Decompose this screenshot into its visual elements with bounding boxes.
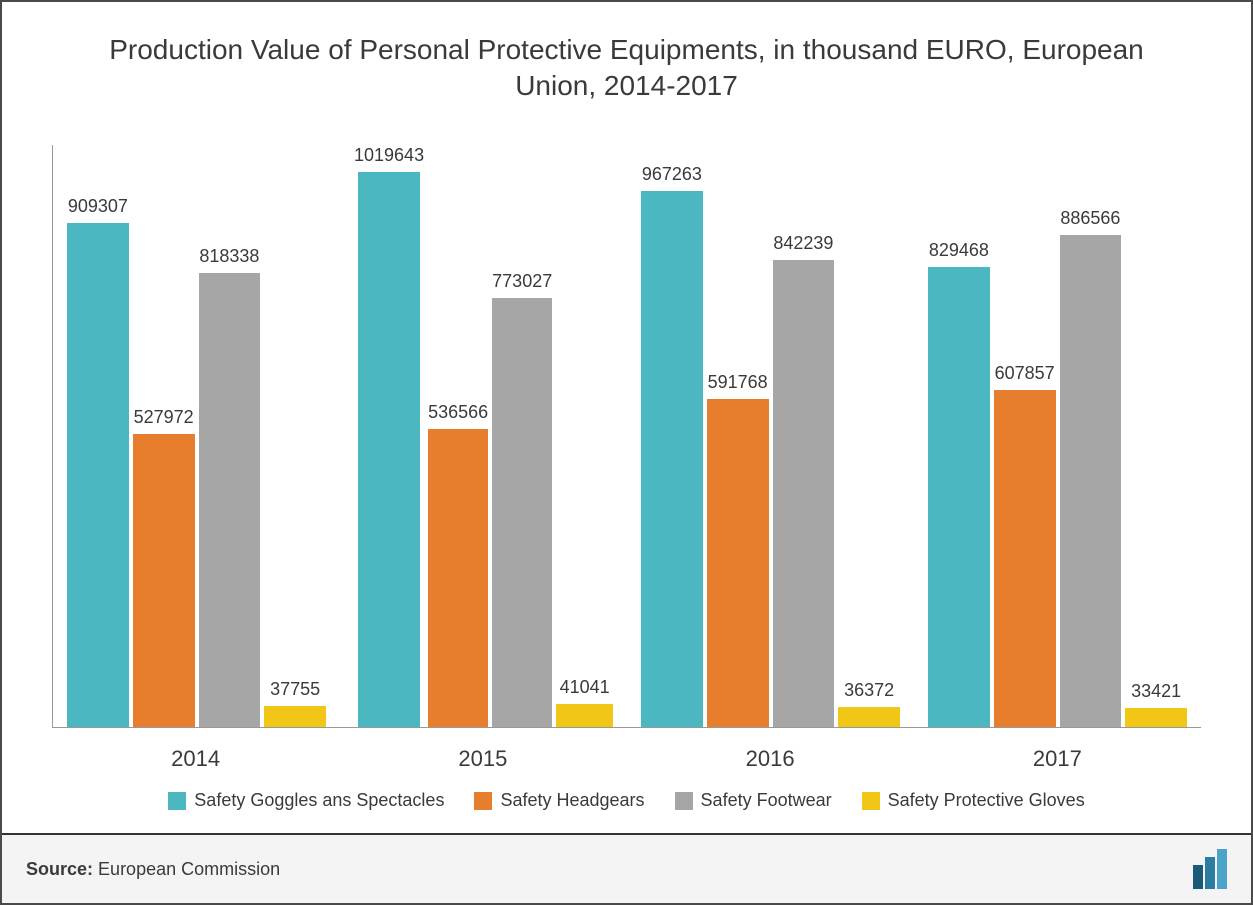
bar-value-label: 886566 (1060, 208, 1120, 229)
legend: Safety Goggles ans Spectacles Safety Head… (42, 772, 1211, 823)
source-label: Source: (26, 859, 93, 879)
bar (1125, 708, 1187, 727)
year-group: 829468 607857 886566 33421 (914, 145, 1201, 727)
source-value: European Commission (98, 859, 280, 879)
bar-wrap: 886566 (1060, 145, 1122, 727)
bar (556, 704, 613, 727)
bar (428, 429, 488, 727)
year-group: 909307 527972 818338 37755 (53, 145, 340, 727)
legend-item: Safety Goggles ans Spectacles (168, 790, 444, 811)
legend-label: Safety Goggles ans Spectacles (194, 790, 444, 811)
legend-label: Safety Headgears (500, 790, 644, 811)
legend-item: Safety Headgears (474, 790, 644, 811)
bar-value-label: 773027 (492, 271, 552, 292)
bar-value-label: 818338 (199, 246, 259, 267)
bar-value-label: 1019643 (354, 145, 424, 166)
bar-value-label: 536566 (428, 402, 488, 423)
bar-wrap: 527972 (133, 145, 195, 727)
chart-container: Production Value of Personal Protective … (2, 2, 1251, 833)
bar (1060, 235, 1122, 727)
bar-value-label: 967263 (642, 164, 702, 185)
plot-area: 909307 527972 818338 37755 1019643 536566 7730… (52, 145, 1201, 728)
x-axis-label: 2014 (52, 728, 339, 772)
bar-wrap: 607857 (994, 145, 1056, 727)
bar-wrap: 37755 (264, 145, 326, 727)
bar-wrap: 842239 (773, 145, 835, 727)
bar (641, 191, 703, 727)
bar (994, 390, 1056, 727)
bar (838, 707, 900, 727)
bar-wrap: 36372 (838, 145, 900, 727)
chart-title: Production Value of Personal Protective … (42, 32, 1211, 105)
x-axis-label: 2016 (627, 728, 914, 772)
legend-label: Safety Footwear (701, 790, 832, 811)
footer: Source: European Commission (2, 833, 1251, 903)
bar-wrap: 909307 (67, 145, 129, 727)
bar-wrap: 773027 (492, 145, 552, 727)
bar-value-label: 842239 (773, 233, 833, 254)
bar-value-label: 33421 (1131, 681, 1181, 702)
year-group: 1019643 536566 773027 41041 (340, 145, 627, 727)
bar (358, 172, 420, 727)
legend-label: Safety Protective Gloves (888, 790, 1085, 811)
legend-item: Safety Protective Gloves (862, 790, 1085, 811)
logo-bar (1193, 865, 1203, 889)
bar-value-label: 607857 (995, 363, 1055, 384)
bar (492, 298, 552, 727)
bar-value-label: 41041 (560, 677, 610, 698)
bar (707, 399, 769, 727)
bar-wrap: 536566 (428, 145, 488, 727)
legend-swatch (862, 792, 880, 810)
bar (199, 273, 261, 727)
bar-value-label: 37755 (270, 679, 320, 700)
x-axis-label: 2017 (914, 728, 1201, 772)
bar-wrap: 829468 (928, 145, 990, 727)
bar-wrap: 967263 (641, 145, 703, 727)
legend-swatch (168, 792, 186, 810)
bar (67, 223, 129, 727)
logo-icon (1193, 849, 1227, 889)
bar (264, 706, 326, 727)
bar (773, 260, 835, 727)
bar-value-label: 909307 (68, 196, 128, 217)
bar-value-label: 527972 (134, 407, 194, 428)
source-text: Source: European Commission (26, 859, 280, 880)
x-axis: 2014201520162017 (52, 728, 1201, 772)
bar-value-label: 36372 (844, 680, 894, 701)
bar-wrap: 41041 (556, 145, 613, 727)
logo-bar (1217, 849, 1227, 889)
bar (133, 434, 195, 727)
bar-value-label: 829468 (929, 240, 989, 261)
x-axis-label: 2015 (339, 728, 626, 772)
bar-wrap: 33421 (1125, 145, 1187, 727)
legend-swatch (474, 792, 492, 810)
legend-item: Safety Footwear (675, 790, 832, 811)
logo-bar (1205, 857, 1215, 889)
legend-swatch (675, 792, 693, 810)
bar-wrap: 591768 (707, 145, 769, 727)
bar-value-label: 591768 (708, 372, 768, 393)
bar-wrap: 1019643 (354, 145, 424, 727)
bar-wrap: 818338 (199, 145, 261, 727)
year-group: 967263 591768 842239 36372 (627, 145, 914, 727)
bar (928, 267, 990, 727)
